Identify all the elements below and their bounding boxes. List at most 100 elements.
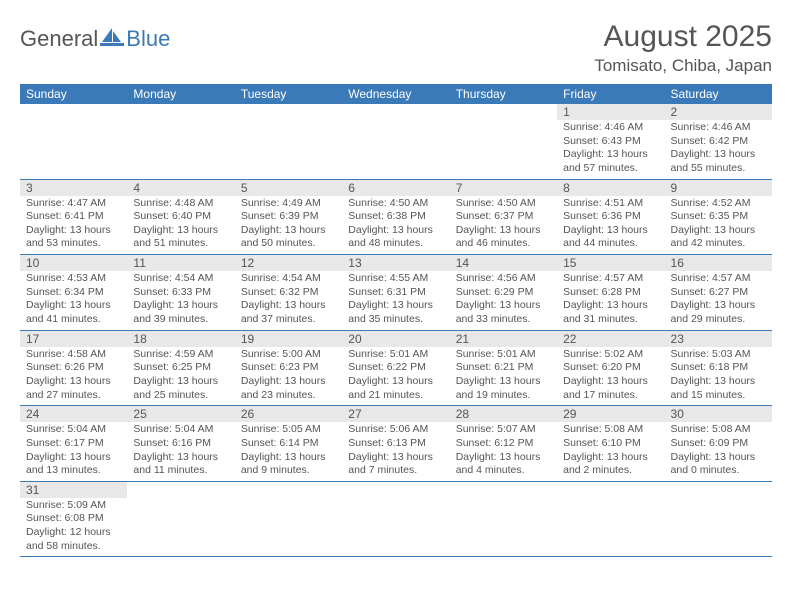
day-number: 24 bbox=[20, 406, 127, 423]
day-number: 9 bbox=[665, 179, 772, 196]
day-info: Sunrise: 4:52 AMSunset: 6:35 PMDaylight:… bbox=[665, 196, 772, 255]
day-number: 26 bbox=[235, 406, 342, 423]
day-number: 23 bbox=[665, 330, 772, 347]
day-number: 8 bbox=[557, 179, 664, 196]
day-info: Sunrise: 4:58 AMSunset: 6:26 PMDaylight:… bbox=[20, 347, 127, 406]
daynum-row: 24252627282930 bbox=[20, 406, 772, 423]
day-number: 21 bbox=[450, 330, 557, 347]
day-number bbox=[235, 104, 342, 120]
day-number bbox=[450, 481, 557, 498]
day-info: Sunrise: 5:03 AMSunset: 6:18 PMDaylight:… bbox=[665, 347, 772, 406]
day-number: 5 bbox=[235, 179, 342, 196]
day-info bbox=[557, 498, 664, 557]
daynum-row: 12 bbox=[20, 104, 772, 120]
day-info: Sunrise: 4:50 AMSunset: 6:37 PMDaylight:… bbox=[450, 196, 557, 255]
day-number: 30 bbox=[665, 406, 772, 423]
day-number bbox=[665, 481, 772, 498]
day-number bbox=[20, 104, 127, 120]
day-info: Sunrise: 5:08 AMSunset: 6:09 PMDaylight:… bbox=[665, 422, 772, 481]
day-info: Sunrise: 4:47 AMSunset: 6:41 PMDaylight:… bbox=[20, 196, 127, 255]
day-number: 11 bbox=[127, 255, 234, 272]
day-info: Sunrise: 4:57 AMSunset: 6:27 PMDaylight:… bbox=[665, 271, 772, 330]
day-info: Sunrise: 5:05 AMSunset: 6:14 PMDaylight:… bbox=[235, 422, 342, 481]
weekday-header: Tuesday bbox=[235, 84, 342, 104]
day-info: Sunrise: 5:00 AMSunset: 6:23 PMDaylight:… bbox=[235, 347, 342, 406]
day-info: Sunrise: 4:46 AMSunset: 6:42 PMDaylight:… bbox=[665, 120, 772, 179]
day-info: Sunrise: 5:01 AMSunset: 6:22 PMDaylight:… bbox=[342, 347, 449, 406]
day-info bbox=[342, 120, 449, 179]
day-info bbox=[450, 120, 557, 179]
day-info: Sunrise: 4:50 AMSunset: 6:38 PMDaylight:… bbox=[342, 196, 449, 255]
day-info: Sunrise: 4:55 AMSunset: 6:31 PMDaylight:… bbox=[342, 271, 449, 330]
weekday-header: Monday bbox=[127, 84, 234, 104]
day-number: 18 bbox=[127, 330, 234, 347]
day-info: Sunrise: 5:04 AMSunset: 6:16 PMDaylight:… bbox=[127, 422, 234, 481]
day-info bbox=[20, 120, 127, 179]
weekday-header: Wednesday bbox=[342, 84, 449, 104]
day-number bbox=[235, 481, 342, 498]
day-info: Sunrise: 5:06 AMSunset: 6:13 PMDaylight:… bbox=[342, 422, 449, 481]
day-number: 14 bbox=[450, 255, 557, 272]
day-info: Sunrise: 5:02 AMSunset: 6:20 PMDaylight:… bbox=[557, 347, 664, 406]
day-number: 7 bbox=[450, 179, 557, 196]
weekday-header: Saturday bbox=[665, 84, 772, 104]
weekday-header: Thursday bbox=[450, 84, 557, 104]
day-info bbox=[127, 120, 234, 179]
page-title: August 2025 bbox=[594, 20, 772, 54]
weekday-header-row: SundayMondayTuesdayWednesdayThursdayFrid… bbox=[20, 84, 772, 104]
logo: General Blue bbox=[20, 26, 170, 52]
day-number: 16 bbox=[665, 255, 772, 272]
info-row: Sunrise: 4:46 AMSunset: 6:43 PMDaylight:… bbox=[20, 120, 772, 179]
day-info bbox=[665, 498, 772, 557]
day-number bbox=[450, 104, 557, 120]
day-info: Sunrise: 4:53 AMSunset: 6:34 PMDaylight:… bbox=[20, 271, 127, 330]
day-info: Sunrise: 5:04 AMSunset: 6:17 PMDaylight:… bbox=[20, 422, 127, 481]
day-number: 19 bbox=[235, 330, 342, 347]
day-info: Sunrise: 4:59 AMSunset: 6:25 PMDaylight:… bbox=[127, 347, 234, 406]
day-number bbox=[342, 104, 449, 120]
logo-text-blue: Blue bbox=[126, 26, 170, 52]
day-number: 12 bbox=[235, 255, 342, 272]
day-info: Sunrise: 5:01 AMSunset: 6:21 PMDaylight:… bbox=[450, 347, 557, 406]
day-number: 2 bbox=[665, 104, 772, 120]
daynum-row: 10111213141516 bbox=[20, 255, 772, 272]
daynum-row: 31 bbox=[20, 481, 772, 498]
info-row: Sunrise: 4:47 AMSunset: 6:41 PMDaylight:… bbox=[20, 196, 772, 255]
day-info: Sunrise: 4:54 AMSunset: 6:32 PMDaylight:… bbox=[235, 271, 342, 330]
location: Tomisato, Chiba, Japan bbox=[594, 56, 772, 76]
info-row: Sunrise: 4:58 AMSunset: 6:26 PMDaylight:… bbox=[20, 347, 772, 406]
day-info bbox=[235, 498, 342, 557]
calendar-body: 12Sunrise: 4:46 AMSunset: 6:43 PMDayligh… bbox=[20, 104, 772, 557]
title-block: August 2025 Tomisato, Chiba, Japan bbox=[594, 20, 772, 76]
day-number: 6 bbox=[342, 179, 449, 196]
day-number: 15 bbox=[557, 255, 664, 272]
day-info: Sunrise: 4:51 AMSunset: 6:36 PMDaylight:… bbox=[557, 196, 664, 255]
logo-text-general: General bbox=[20, 26, 98, 52]
day-number bbox=[127, 481, 234, 498]
day-info bbox=[342, 498, 449, 557]
weekday-header: Sunday bbox=[20, 84, 127, 104]
day-info: Sunrise: 5:09 AMSunset: 6:08 PMDaylight:… bbox=[20, 498, 127, 557]
day-info: Sunrise: 4:46 AMSunset: 6:43 PMDaylight:… bbox=[557, 120, 664, 179]
day-number bbox=[127, 104, 234, 120]
day-info: Sunrise: 4:54 AMSunset: 6:33 PMDaylight:… bbox=[127, 271, 234, 330]
day-number: 10 bbox=[20, 255, 127, 272]
day-info: Sunrise: 4:48 AMSunset: 6:40 PMDaylight:… bbox=[127, 196, 234, 255]
sail-icon bbox=[100, 26, 124, 52]
day-number: 25 bbox=[127, 406, 234, 423]
day-info bbox=[450, 498, 557, 557]
calendar-table: SundayMondayTuesdayWednesdayThursdayFrid… bbox=[20, 84, 772, 557]
day-info bbox=[127, 498, 234, 557]
day-info: Sunrise: 4:57 AMSunset: 6:28 PMDaylight:… bbox=[557, 271, 664, 330]
info-row: Sunrise: 5:04 AMSunset: 6:17 PMDaylight:… bbox=[20, 422, 772, 481]
day-number: 4 bbox=[127, 179, 234, 196]
info-row: Sunrise: 4:53 AMSunset: 6:34 PMDaylight:… bbox=[20, 271, 772, 330]
day-number: 1 bbox=[557, 104, 664, 120]
day-info: Sunrise: 4:56 AMSunset: 6:29 PMDaylight:… bbox=[450, 271, 557, 330]
day-number: 20 bbox=[342, 330, 449, 347]
daynum-row: 17181920212223 bbox=[20, 330, 772, 347]
header: General Blue August 2025 Tomisato, Chiba… bbox=[20, 20, 772, 76]
day-number: 31 bbox=[20, 481, 127, 498]
day-number: 13 bbox=[342, 255, 449, 272]
weekday-header: Friday bbox=[557, 84, 664, 104]
